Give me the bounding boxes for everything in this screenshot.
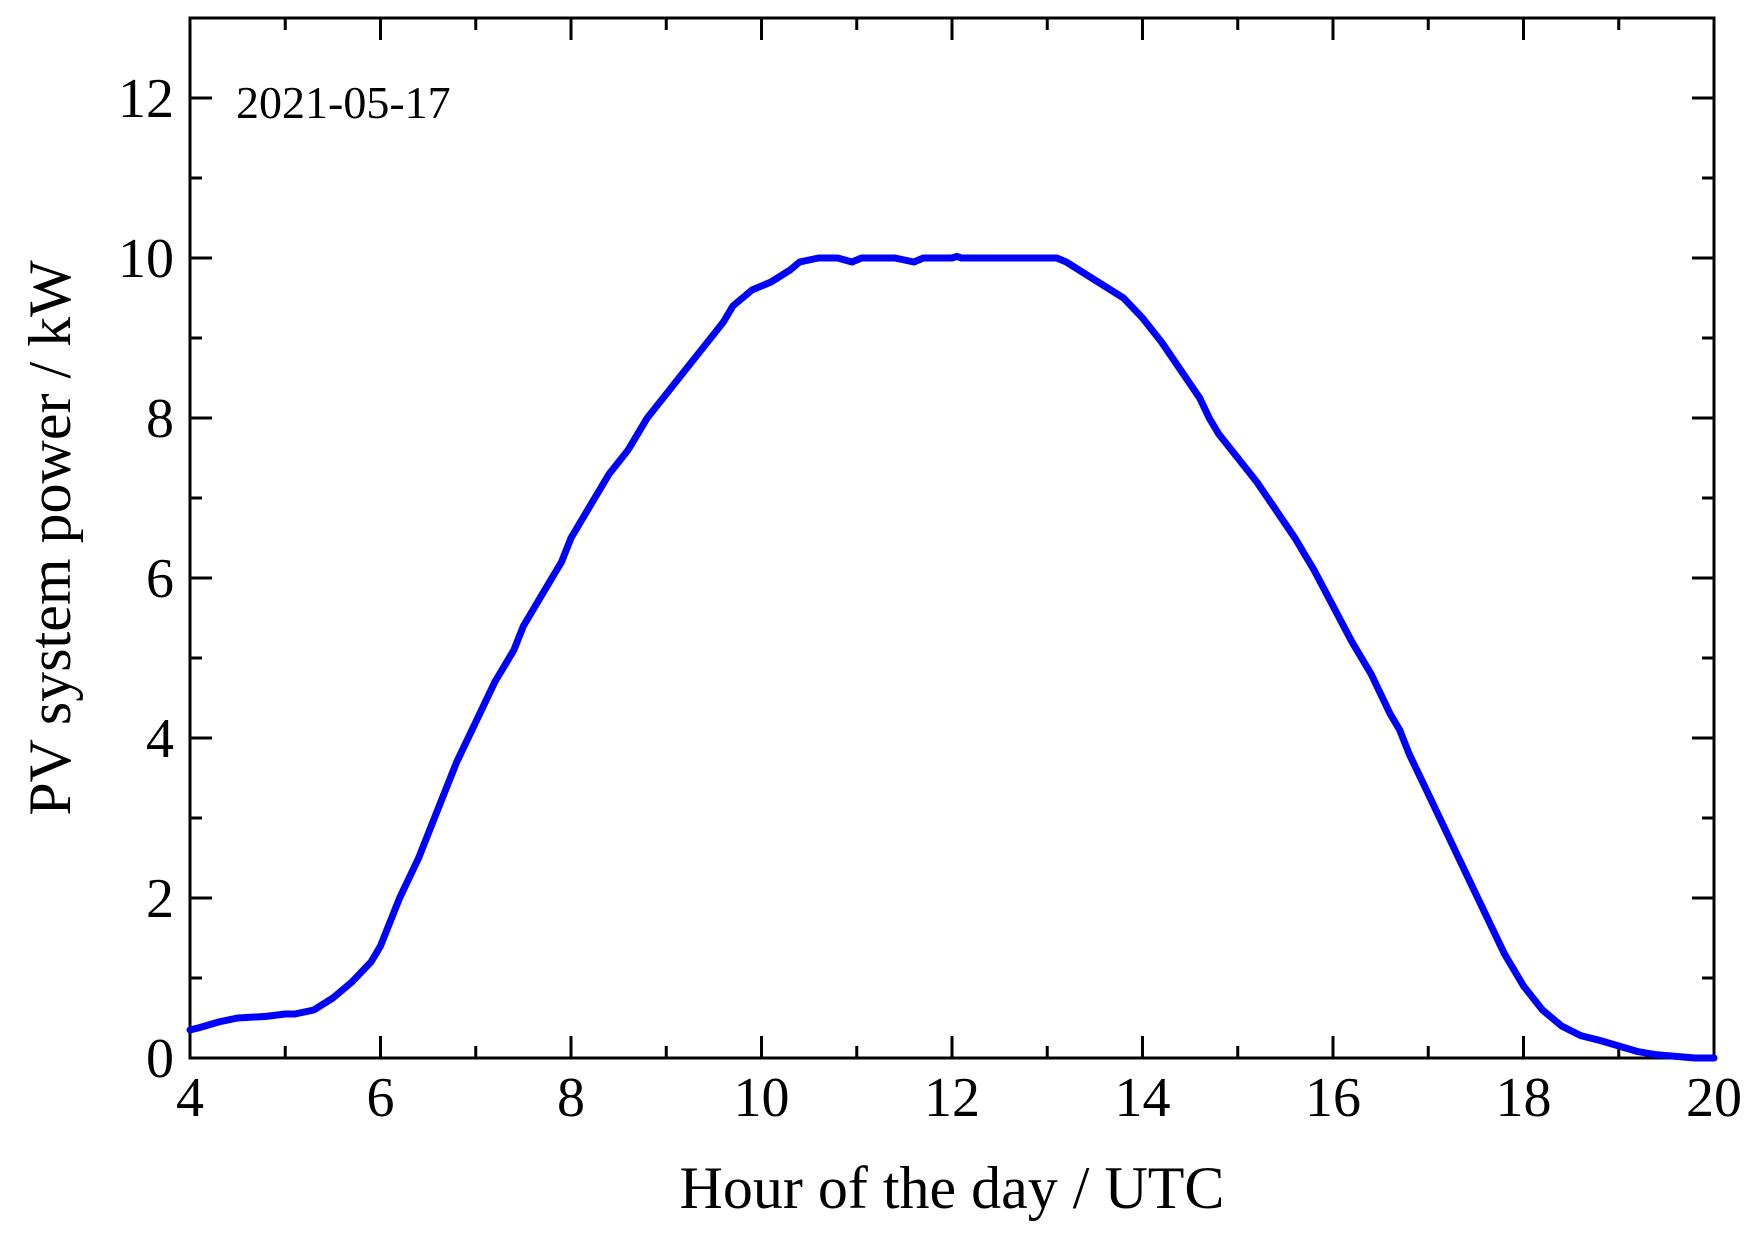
y-axis-ticks: 0 2 4 6 8 10 12: [118, 68, 1714, 1090]
x-tick-label: 16: [1305, 1067, 1361, 1129]
y-tick-label: 8: [146, 388, 174, 450]
y-tick-label: 2: [146, 868, 174, 930]
series-line-pv-power: [186, 252, 1718, 1062]
x-tick-label: 8: [557, 1067, 585, 1129]
x-tick-label: 12: [924, 1067, 980, 1129]
x-tick-label: 14: [1115, 1067, 1171, 1129]
y-tick-label: 0: [146, 1028, 174, 1090]
y-tick-label: 10: [118, 228, 174, 290]
x-tick-label: 6: [367, 1067, 395, 1129]
x-tick-label: 18: [1496, 1067, 1552, 1129]
x-tick-label: 20: [1686, 1067, 1742, 1129]
date-annotation: 2021-05-17: [236, 77, 451, 128]
y-axis-title: PV system power / kW: [17, 260, 83, 816]
y-tick-label: 6: [146, 548, 174, 610]
x-axis-ticks: 4 6 8 10 12 14 16 18 20: [176, 18, 1742, 1129]
plot-frame: [188, 16, 1716, 1060]
x-tick-label: 4: [176, 1067, 204, 1129]
y-tick-label: 12: [118, 68, 174, 130]
x-axis-title: Hour of the day / UTC: [680, 1155, 1225, 1221]
y-tick-label: 4: [146, 708, 174, 770]
x-tick-label: 10: [734, 1067, 790, 1129]
